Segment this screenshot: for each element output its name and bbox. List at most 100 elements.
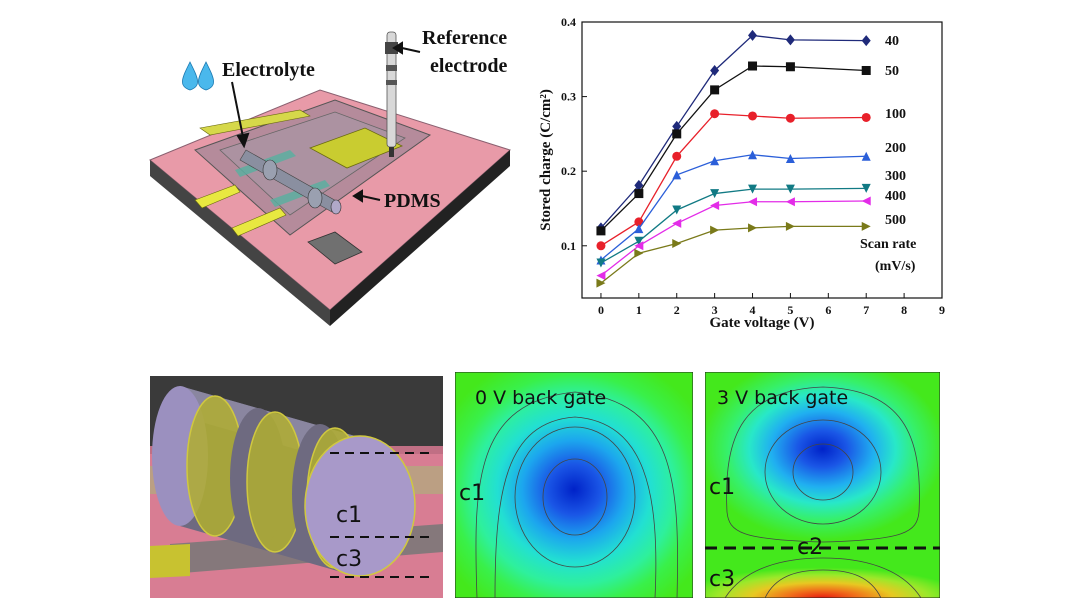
contour-line	[514, 426, 636, 568]
electrolyte-label: Electrolyte	[222, 59, 315, 81]
contour-line	[764, 569, 882, 598]
reference-label-line1: Reference	[422, 27, 507, 49]
contour-line	[475, 391, 678, 598]
x-tick-label: 0	[598, 303, 604, 317]
nanowire-label-c3: c3	[336, 547, 362, 572]
window-opening	[307, 231, 363, 265]
electrode-pad	[309, 127, 403, 169]
nanowire-cylinder	[152, 386, 416, 577]
data-point	[710, 156, 720, 166]
data-point	[710, 109, 720, 119]
data-point	[596, 258, 606, 268]
sim-3v-panel: 3 V back gate c1 c2 c3	[705, 372, 940, 598]
plot-frame	[581, 21, 943, 299]
pdms-arrow	[361, 195, 381, 201]
sim-3v-title: 3 V back gate	[717, 387, 848, 409]
x-tick-label: 3	[712, 303, 718, 317]
droplet-icon	[182, 61, 214, 91]
y-tick-label: 0.1	[561, 239, 576, 253]
data-point	[785, 197, 795, 207]
data-point	[748, 197, 758, 207]
data-point	[748, 223, 758, 233]
data-point	[672, 205, 682, 215]
data-point	[672, 239, 682, 249]
legend-title-line1: Scan rate	[860, 237, 916, 252]
data-point	[634, 217, 644, 227]
y-tick-label: 0.4	[561, 15, 576, 29]
nanowire-render: c1 c3	[150, 376, 443, 598]
data-point	[634, 179, 644, 191]
data-point	[672, 170, 682, 180]
legend-entry-50: 50	[885, 64, 899, 79]
data-point	[672, 218, 682, 228]
data-point	[596, 271, 606, 281]
data-point	[861, 35, 871, 47]
data-point	[710, 85, 720, 95]
data-point	[748, 184, 758, 194]
field-map-3v-upper	[705, 372, 940, 547]
data-point	[748, 29, 758, 41]
data-point	[672, 151, 682, 161]
x-tick-label: 2	[674, 303, 680, 317]
reference-arrow	[401, 47, 421, 53]
legend-entry-300: 300	[885, 169, 906, 184]
nanowire-label-c1: c1	[336, 503, 362, 528]
data-point	[785, 62, 795, 72]
x-tick-label: 1	[636, 303, 642, 317]
data-point	[710, 201, 720, 211]
substrate-left-side	[150, 160, 330, 326]
x-tick-label: 5	[787, 303, 793, 317]
data-point	[785, 221, 795, 231]
data-point	[861, 151, 871, 161]
data-point	[596, 226, 606, 236]
sim-0v-panel: 0 V back gate c1	[455, 372, 693, 598]
legend-entry-400: 400	[885, 189, 906, 204]
data-point	[710, 225, 720, 235]
sim-0v-label-c1: c1	[459, 481, 485, 506]
y-tick-label: 0.3	[561, 90, 576, 104]
data-point	[710, 189, 720, 199]
data-point	[748, 61, 758, 71]
stored-charge-chart: 0 1 2 3 4 5 6 7 8 9 0.1 0.2 0.3 0.4 40 50 100 200 300 400 5…	[538, 15, 945, 331]
data-point	[748, 111, 758, 121]
electrode-lead-1	[194, 184, 241, 209]
data-point	[672, 120, 682, 132]
y-axis-label: Stored charge (C/cm²)	[538, 89, 554, 231]
contour-line	[764, 419, 882, 525]
data-point	[596, 278, 606, 288]
electrode-lead-2	[231, 207, 287, 237]
data-point	[634, 241, 644, 251]
field-map-0v	[455, 372, 693, 598]
x-tick-label: 4	[750, 303, 756, 317]
legend-entry-500: 500	[885, 213, 906, 228]
data-point	[785, 34, 795, 46]
contour-line	[494, 416, 657, 598]
data-point	[672, 129, 682, 139]
data-point	[861, 65, 871, 75]
electrolyte-arrow	[231, 81, 245, 143]
data-point	[861, 112, 871, 122]
x-tick-label: 9	[939, 303, 945, 317]
data-point	[785, 113, 795, 123]
data-point	[634, 236, 644, 246]
contour-line	[542, 458, 608, 536]
pdms-label: PDMS	[384, 190, 441, 212]
series-line-40	[600, 34, 867, 229]
legend-entry-200: 200	[885, 141, 906, 156]
series-line-500	[600, 225, 867, 284]
substrate-right-side	[330, 150, 510, 326]
x-tick-label: 7	[863, 303, 869, 317]
sim-3v-label-c1: c1	[709, 475, 735, 500]
data-point	[748, 150, 758, 160]
legend-title-line2: (mV/s)	[875, 259, 916, 274]
x-axis-label: Gate voltage (V)	[710, 315, 815, 331]
data-point	[634, 224, 644, 234]
data-point	[785, 184, 795, 194]
legend-entry-100: 100	[885, 107, 906, 122]
data-point	[710, 64, 720, 76]
data-point	[861, 196, 871, 206]
data-point	[596, 241, 606, 251]
contour-line	[726, 386, 920, 543]
data-point	[785, 154, 795, 164]
data-point	[634, 189, 644, 199]
